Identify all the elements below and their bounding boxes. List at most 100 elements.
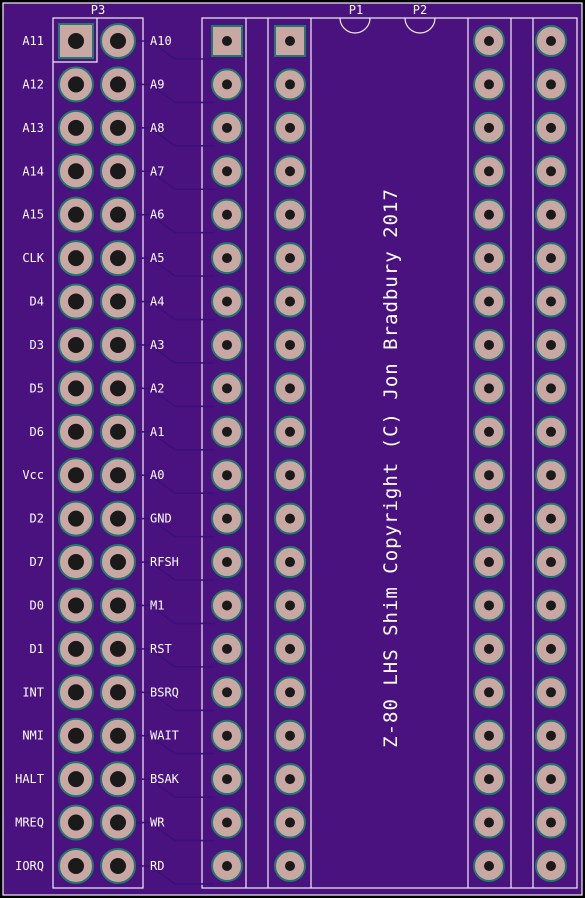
pin-label-left: MREQ <box>15 816 44 830</box>
pad-p3-a-18 <box>58 761 94 798</box>
pad-socket-col1-10 <box>211 415 243 448</box>
pad-socket-col1-8 <box>211 328 243 361</box>
pad-socket-col1-11 <box>211 459 243 492</box>
pad-p3-b-15 <box>100 630 136 667</box>
pad-socket-col1-4 <box>211 155 243 188</box>
pin-label-right: A1 <box>150 425 164 439</box>
pin-label-right: A10 <box>150 34 172 48</box>
p2-reference: P2 <box>413 3 427 17</box>
pad-socket-col1-19 <box>211 806 243 839</box>
pad-socket-col3-8 <box>473 328 505 361</box>
pin-label-left: D3 <box>30 338 44 352</box>
pad-socket-col1-3 <box>211 111 243 144</box>
pad-p3-b-8 <box>100 326 136 363</box>
pad-socket-col2-8 <box>274 328 306 361</box>
pad-socket-col3-5 <box>473 198 505 231</box>
pad-socket-col3-10 <box>473 415 505 448</box>
pads-layer <box>58 23 567 884</box>
pad-socket-col3-2 <box>473 68 505 101</box>
pin-label-right: RD <box>150 859 164 873</box>
pin-label-left: D7 <box>30 555 44 569</box>
pad-socket-col3-3 <box>473 111 505 144</box>
pad-p3-b-4 <box>100 153 136 190</box>
pad-socket-col3-16 <box>473 676 505 709</box>
pad-p3-a-10 <box>58 413 94 450</box>
pad-p3-a-14 <box>58 587 94 624</box>
pad-p3-b-10 <box>100 413 136 450</box>
pin-label-right: WR <box>150 816 165 830</box>
pad-socket-col1-20 <box>211 849 243 882</box>
pad-socket-col1-9 <box>211 372 243 405</box>
pin-label-left: D4 <box>30 295 44 309</box>
pad-socket-col3-7 <box>473 285 505 318</box>
pad-p3-a-13 <box>58 544 94 581</box>
pad-socket-col2-3 <box>274 111 306 144</box>
pin-label-right: WAIT <box>150 729 179 743</box>
pad-socket-col2-1 <box>274 25 306 57</box>
pad-socket-col4-4 <box>535 155 567 188</box>
pad-p3-b-14 <box>100 587 136 624</box>
pin-label-right: GND <box>150 512 172 526</box>
pad-socket-col4-7 <box>535 285 567 318</box>
p3-outline <box>52 17 144 889</box>
pad-socket-col3-11 <box>473 459 505 492</box>
pad-p3-a-3 <box>58 109 94 146</box>
pad-socket-col1-13 <box>211 546 243 579</box>
pad-socket-col2-19 <box>274 806 306 839</box>
pad-socket-col2-9 <box>274 372 306 405</box>
pad-socket-col4-9 <box>535 372 567 405</box>
pad-p3-b-5 <box>100 196 136 233</box>
pin-label-right: BSRQ <box>150 685 179 699</box>
pad-p3-b-2 <box>100 66 136 103</box>
pad-p3-b-7 <box>100 283 136 320</box>
pad-socket-col2-7 <box>274 285 306 318</box>
pin-label-left: Vcc <box>22 468 44 482</box>
pin-label-left: A14 <box>22 164 44 178</box>
pin-label-left: IORQ <box>15 859 44 873</box>
pad-p3-b-11 <box>100 457 136 494</box>
silkscreen-outlines <box>52 17 578 889</box>
pad-socket-col1-15 <box>211 632 243 665</box>
pin-label-right: A8 <box>150 121 164 135</box>
pin-label-right: A2 <box>150 381 164 395</box>
pad-socket-col2-20 <box>274 849 306 882</box>
pad-socket-col1-5 <box>211 198 243 231</box>
pad-socket-col1-14 <box>211 589 243 622</box>
pin-label-left: D2 <box>30 512 44 526</box>
pad-p3-a-2 <box>58 66 94 103</box>
p2-notch <box>404 17 436 34</box>
pad-socket-col3-4 <box>473 155 505 188</box>
pad-socket-col3-14 <box>473 589 505 622</box>
pad-socket-col4-20 <box>535 849 567 882</box>
pad-p3-a-16 <box>58 674 94 711</box>
pad-socket-col4-2 <box>535 68 567 101</box>
pad-socket-col1-1 <box>211 25 243 57</box>
pad-socket-col3-20 <box>473 849 505 882</box>
pad-socket-col4-11 <box>535 459 567 492</box>
pin-labels: A11 A12 A13 A14 A15 CLK D4 D3 D5 D6 Vcc D2 D7 D0 D1 INT… <box>15 34 180 873</box>
pad-socket-col1-16 <box>211 676 243 709</box>
pad-socket-col3-19 <box>473 806 505 839</box>
pad-socket-col4-14 <box>535 589 567 622</box>
pad-socket-col2-16 <box>274 676 306 709</box>
pad-socket-col4-8 <box>535 328 567 361</box>
pad-socket-col4-1 <box>535 25 567 57</box>
pad-socket-col4-3 <box>535 111 567 144</box>
pad-p3-a-19 <box>58 804 94 841</box>
pad-socket-col4-18 <box>535 763 567 796</box>
pad-p3-b-13 <box>100 544 136 581</box>
pad-p3-a-6 <box>58 240 94 277</box>
pad-socket-col3-17 <box>473 719 505 752</box>
pin-label-left: INT <box>22 685 44 699</box>
pad-socket-col4-16 <box>535 676 567 709</box>
pad-socket-col1-18 <box>211 763 243 796</box>
pad-p3-b-9 <box>100 370 136 407</box>
pad-socket-col2-4 <box>274 155 306 188</box>
pad-p3-b-6 <box>100 240 136 277</box>
pin-label-right: RFSH <box>150 555 179 569</box>
pin-label-right: RST <box>150 642 172 656</box>
pad-socket-col4-15 <box>535 632 567 665</box>
pin-label-left: HALT <box>15 772 44 786</box>
p3-pin1-marker <box>53 18 98 63</box>
